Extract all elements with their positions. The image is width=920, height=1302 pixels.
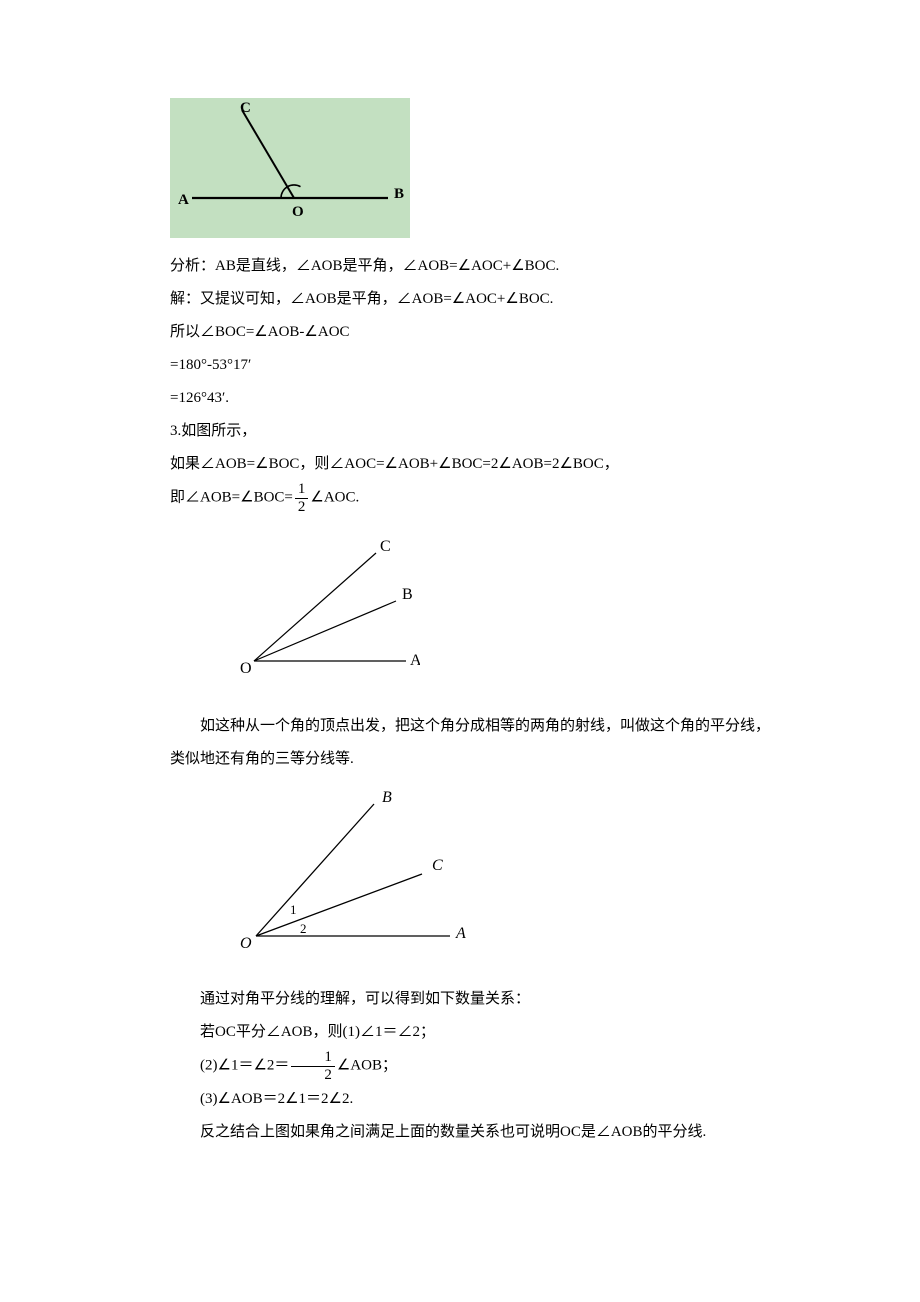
step-c: =126°43′. [170, 382, 770, 415]
figure-3-bisector: O A B C 1 2 [200, 788, 770, 971]
label-C: C [240, 100, 251, 116]
fraction-den: 2 [291, 1067, 335, 1084]
problem-3-heading: 3.如图所示， [170, 415, 770, 448]
fraction-half: 12 [295, 481, 309, 515]
ray-OB [256, 804, 374, 936]
label-O: O [240, 935, 252, 952]
figure-3-svg: O A B C 1 2 [200, 788, 470, 958]
relation-1: 若OC平分∠AOB，则(1)∠1＝∠2； [170, 1016, 770, 1049]
label-B: B [382, 789, 392, 806]
bisector-definition: 如这种从一个角的顶点出发，把这个角分成相等的两角的射线，叫做这个角的平分线，类似… [170, 710, 770, 776]
relations-intro: 通过对角平分线的理解，可以得到如下数量关系： [170, 983, 770, 1016]
fraction-den: 2 [295, 499, 309, 516]
label-A: A [410, 652, 420, 669]
relation-2-post: ∠AOB； [337, 1057, 397, 1073]
label-C: C [432, 857, 443, 874]
angle-2-label: 2 [300, 921, 307, 936]
label-C: C [380, 538, 391, 555]
ray-OC [254, 553, 376, 661]
solve-line: 解：又提议可知，∠AOB是平角，∠AOB=∠AOC+∠BOC. [170, 283, 770, 316]
figure-2-three-rays: O A B C [210, 535, 770, 698]
label-B: B [402, 586, 413, 603]
analysis-line: 分析：AB是直线，∠AOB是平角，∠AOB=∠AOC+∠BOC. [170, 250, 770, 283]
label-A: A [455, 925, 466, 942]
converse-statement: 反之结合上图如果角之间满足上面的数量关系也可说明OC是∠AOB的平分线. [170, 1116, 770, 1149]
text-pre: 即∠AOB=∠BOC= [170, 489, 293, 505]
angle-1-label: 1 [290, 902, 297, 917]
bisector-definition-text: 如这种从一个角的顶点出发，把这个角分成相等的两角的射线，叫做这个角的平分线，类似… [170, 718, 770, 767]
line-OC [242, 110, 294, 198]
relation-2: (2)∠1＝∠2＝12∠AOB； [170, 1049, 770, 1083]
label-A: A [178, 192, 189, 208]
text-post: ∠AOC. [310, 489, 359, 505]
label-B: B [394, 186, 404, 202]
step-b: =180°-53°17′ [170, 349, 770, 382]
label-O: O [240, 660, 252, 677]
fraction-half-2: 12 [291, 1049, 335, 1083]
figure-1-canvas: A B C O [170, 98, 410, 238]
fraction-num: 1 [295, 481, 309, 499]
relation-2-pre: (2)∠1＝∠2＝ [200, 1057, 289, 1073]
figure-1-straight-angle: A B C O [170, 98, 770, 238]
step-a: 所以∠BOC=∠AOB-∠AOC [170, 316, 770, 349]
figure-1-svg: A B C O [170, 98, 410, 238]
label-O: O [292, 204, 304, 220]
figure-2-svg: O A B C [210, 535, 420, 685]
relation-3: (3)∠AOB＝2∠1＝2∠2. [170, 1083, 770, 1116]
ray-OC [256, 874, 422, 936]
problem-3-conclusion: 即∠AOB=∠BOC=12∠AOC. [170, 481, 770, 515]
ray-OB [254, 601, 396, 661]
problem-3-statement: 如果∠AOB=∠BOC，则∠AOC=∠AOB+∠BOC=2∠AOB=2∠BOC， [170, 448, 770, 481]
fraction-num: 1 [291, 1049, 335, 1067]
